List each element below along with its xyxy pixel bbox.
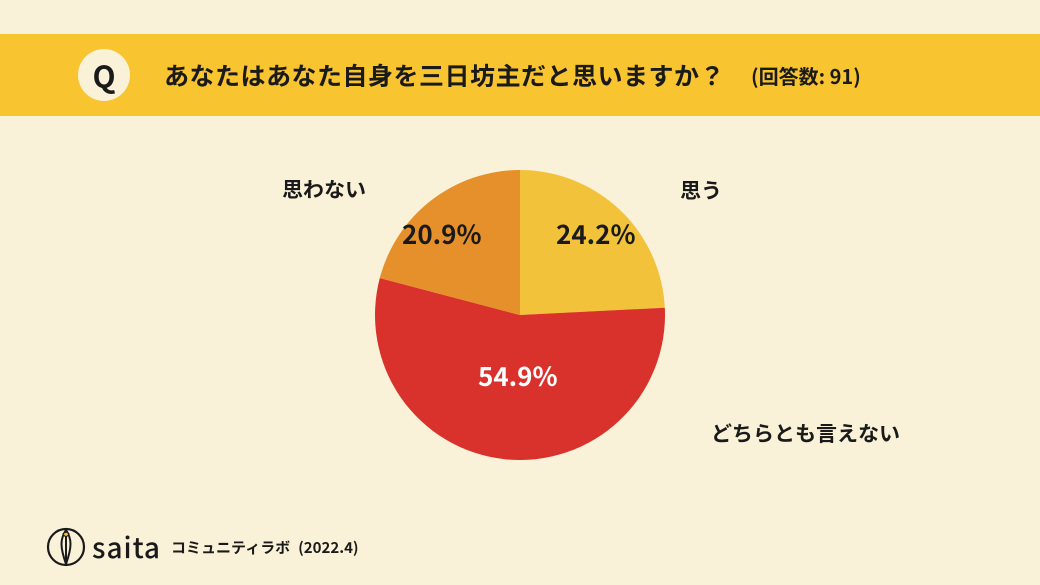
pie-chart-area: 思う 24.2% どちらとも言えない 54.9% 思わない 20.9%	[0, 140, 1040, 530]
respondent-count: (回答数: 91)	[751, 61, 861, 90]
saita-logo-icon	[46, 527, 86, 567]
header-bar: Q あなたはあなた自身を三日坊主だと思いますか？ (回答数: 91)	[0, 34, 1040, 116]
slice-label-1: どちらとも言えない	[711, 418, 900, 448]
slice-label-2: 思わない	[282, 174, 366, 204]
slice-pct-1: 54.9%	[478, 357, 558, 394]
slice-label-0: 思う	[680, 175, 722, 205]
pie-chart	[375, 170, 665, 460]
brand-name: saita	[92, 527, 161, 567]
question-badge: Q	[78, 49, 130, 101]
footer-date: (2022.4)	[298, 537, 358, 558]
slice-pct-0: 24.2%	[556, 215, 636, 252]
footer: saita コミュニティラボ (2022.4)	[46, 527, 359, 567]
footer-sub: コミュニティラボ	[171, 537, 290, 558]
question-text: あなたはあなた自身を三日坊主だと思いますか？	[164, 57, 725, 93]
slice-pct-2: 20.9%	[402, 215, 482, 252]
